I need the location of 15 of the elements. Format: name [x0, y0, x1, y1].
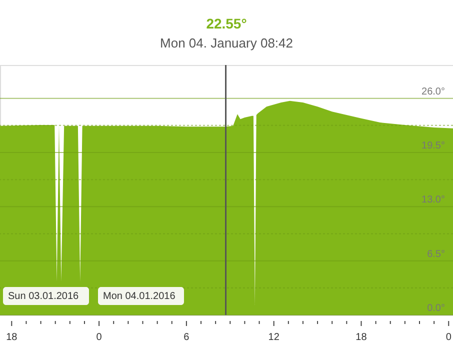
- x-tick-label: 0: [96, 332, 102, 343]
- x-tick-label: 12: [268, 332, 280, 343]
- x-tick-label: 6: [184, 332, 190, 343]
- x-tick-label: 18: [6, 332, 18, 343]
- annotation: Sun 03.01.2016: [8, 291, 80, 302]
- y-tick-label: 13.0°: [422, 194, 445, 206]
- chart-subtitle: Mon 04. January 08:42: [160, 35, 293, 50]
- annotation: Mon 04.01.2016: [103, 291, 176, 302]
- chart-title: 22.55°: [206, 15, 247, 32]
- x-tick-label: 18: [356, 332, 368, 343]
- y-tick-label: 19.5°: [422, 140, 445, 152]
- x-tick-label: 0: [446, 332, 452, 343]
- y-tick-label: 26.0°: [422, 86, 445, 98]
- y-tick-label: 0.0°: [427, 303, 445, 314]
- y-tick-label: 6.5°: [427, 248, 445, 260]
